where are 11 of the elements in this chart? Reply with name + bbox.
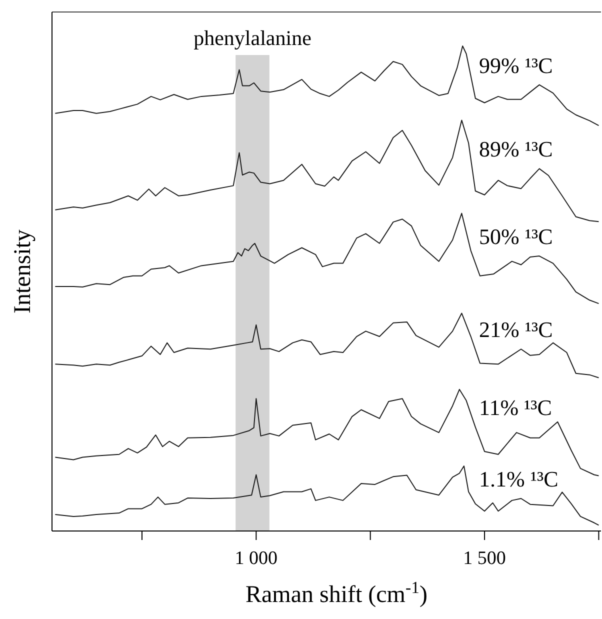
x-tick-label: 1 000 — [234, 548, 278, 569]
series-label: 89% ¹³C — [479, 136, 553, 162]
series-label: 1.1% ¹³C — [479, 466, 558, 492]
band-label: phenylalanine — [194, 26, 312, 50]
y-axis-title: Intensity — [10, 230, 36, 314]
series-label: 11% ¹³C — [479, 395, 552, 420]
series-label: 21% ¹³C — [479, 317, 553, 342]
x-tick-label: 1 500 — [463, 548, 506, 569]
series-label: 99% ¹³C — [479, 52, 553, 78]
series-label: 50% ¹³C — [479, 224, 553, 250]
x-axis-title: Raman shift (cm$^{-1}$) — [246, 578, 428, 608]
